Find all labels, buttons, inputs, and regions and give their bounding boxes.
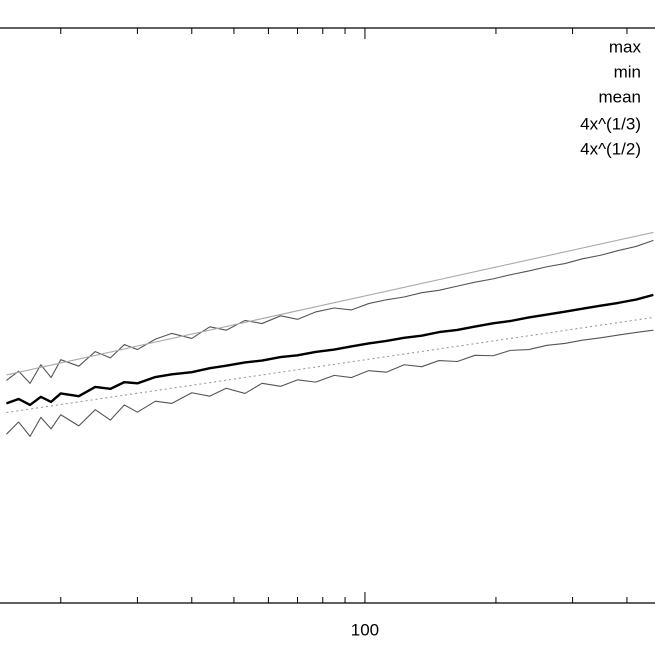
legend-label: max — [609, 37, 642, 56]
series-line — [6, 316, 654, 414]
legend-label: min — [614, 62, 641, 81]
series-line — [6, 231, 654, 376]
series-line — [6, 329, 654, 437]
series-line — [6, 293, 654, 407]
plot-area — [6, 231, 654, 437]
series-line — [6, 239, 654, 384]
legend-label: 4x^(1/2) — [580, 139, 641, 158]
x-tick-label: 100 — [351, 620, 379, 639]
legend-label: mean — [598, 87, 641, 106]
legend-label: 4x^(1/3) — [580, 114, 641, 133]
